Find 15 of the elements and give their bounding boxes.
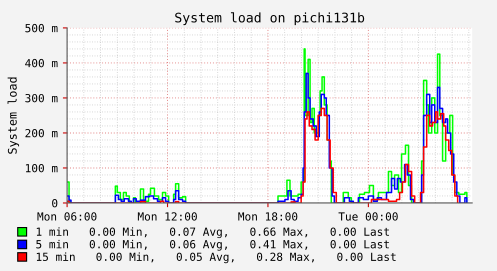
legend-label: 1 min 0.00 Min, 0.07 Avg, 0.66 Max, 0.00 Last: [36, 227, 389, 238]
x-tick-label: Mon 12:00: [138, 212, 197, 221]
x-tick-label: Mon 18:00: [238, 212, 298, 221]
y-axis-title: System load: [8, 77, 20, 154]
y-tick-label: 400 m: [25, 58, 58, 68]
x-tick-label: Tue 00:00: [338, 212, 398, 221]
y-tick-label: 0: [52, 198, 58, 208]
legend-label: 15 min 0.00 Min, 0.05 Avg, 0.28 Max, 0.00 Last: [36, 252, 396, 264]
y-tick-label: 200 m: [25, 128, 58, 138]
x-tick-label: Mon 06:00: [37, 212, 96, 221]
legend-label: 5 min 0.00 Min, 0.06 Avg, 0.41 Max, 0.00 Last: [36, 240, 389, 251]
y-tick-label: 100 m: [26, 164, 58, 172]
y-tick-label: 300 m: [25, 94, 58, 102]
y-tick-label: 500 m: [25, 24, 58, 32]
chart-title: System load on pichi131b: [175, 12, 364, 26]
